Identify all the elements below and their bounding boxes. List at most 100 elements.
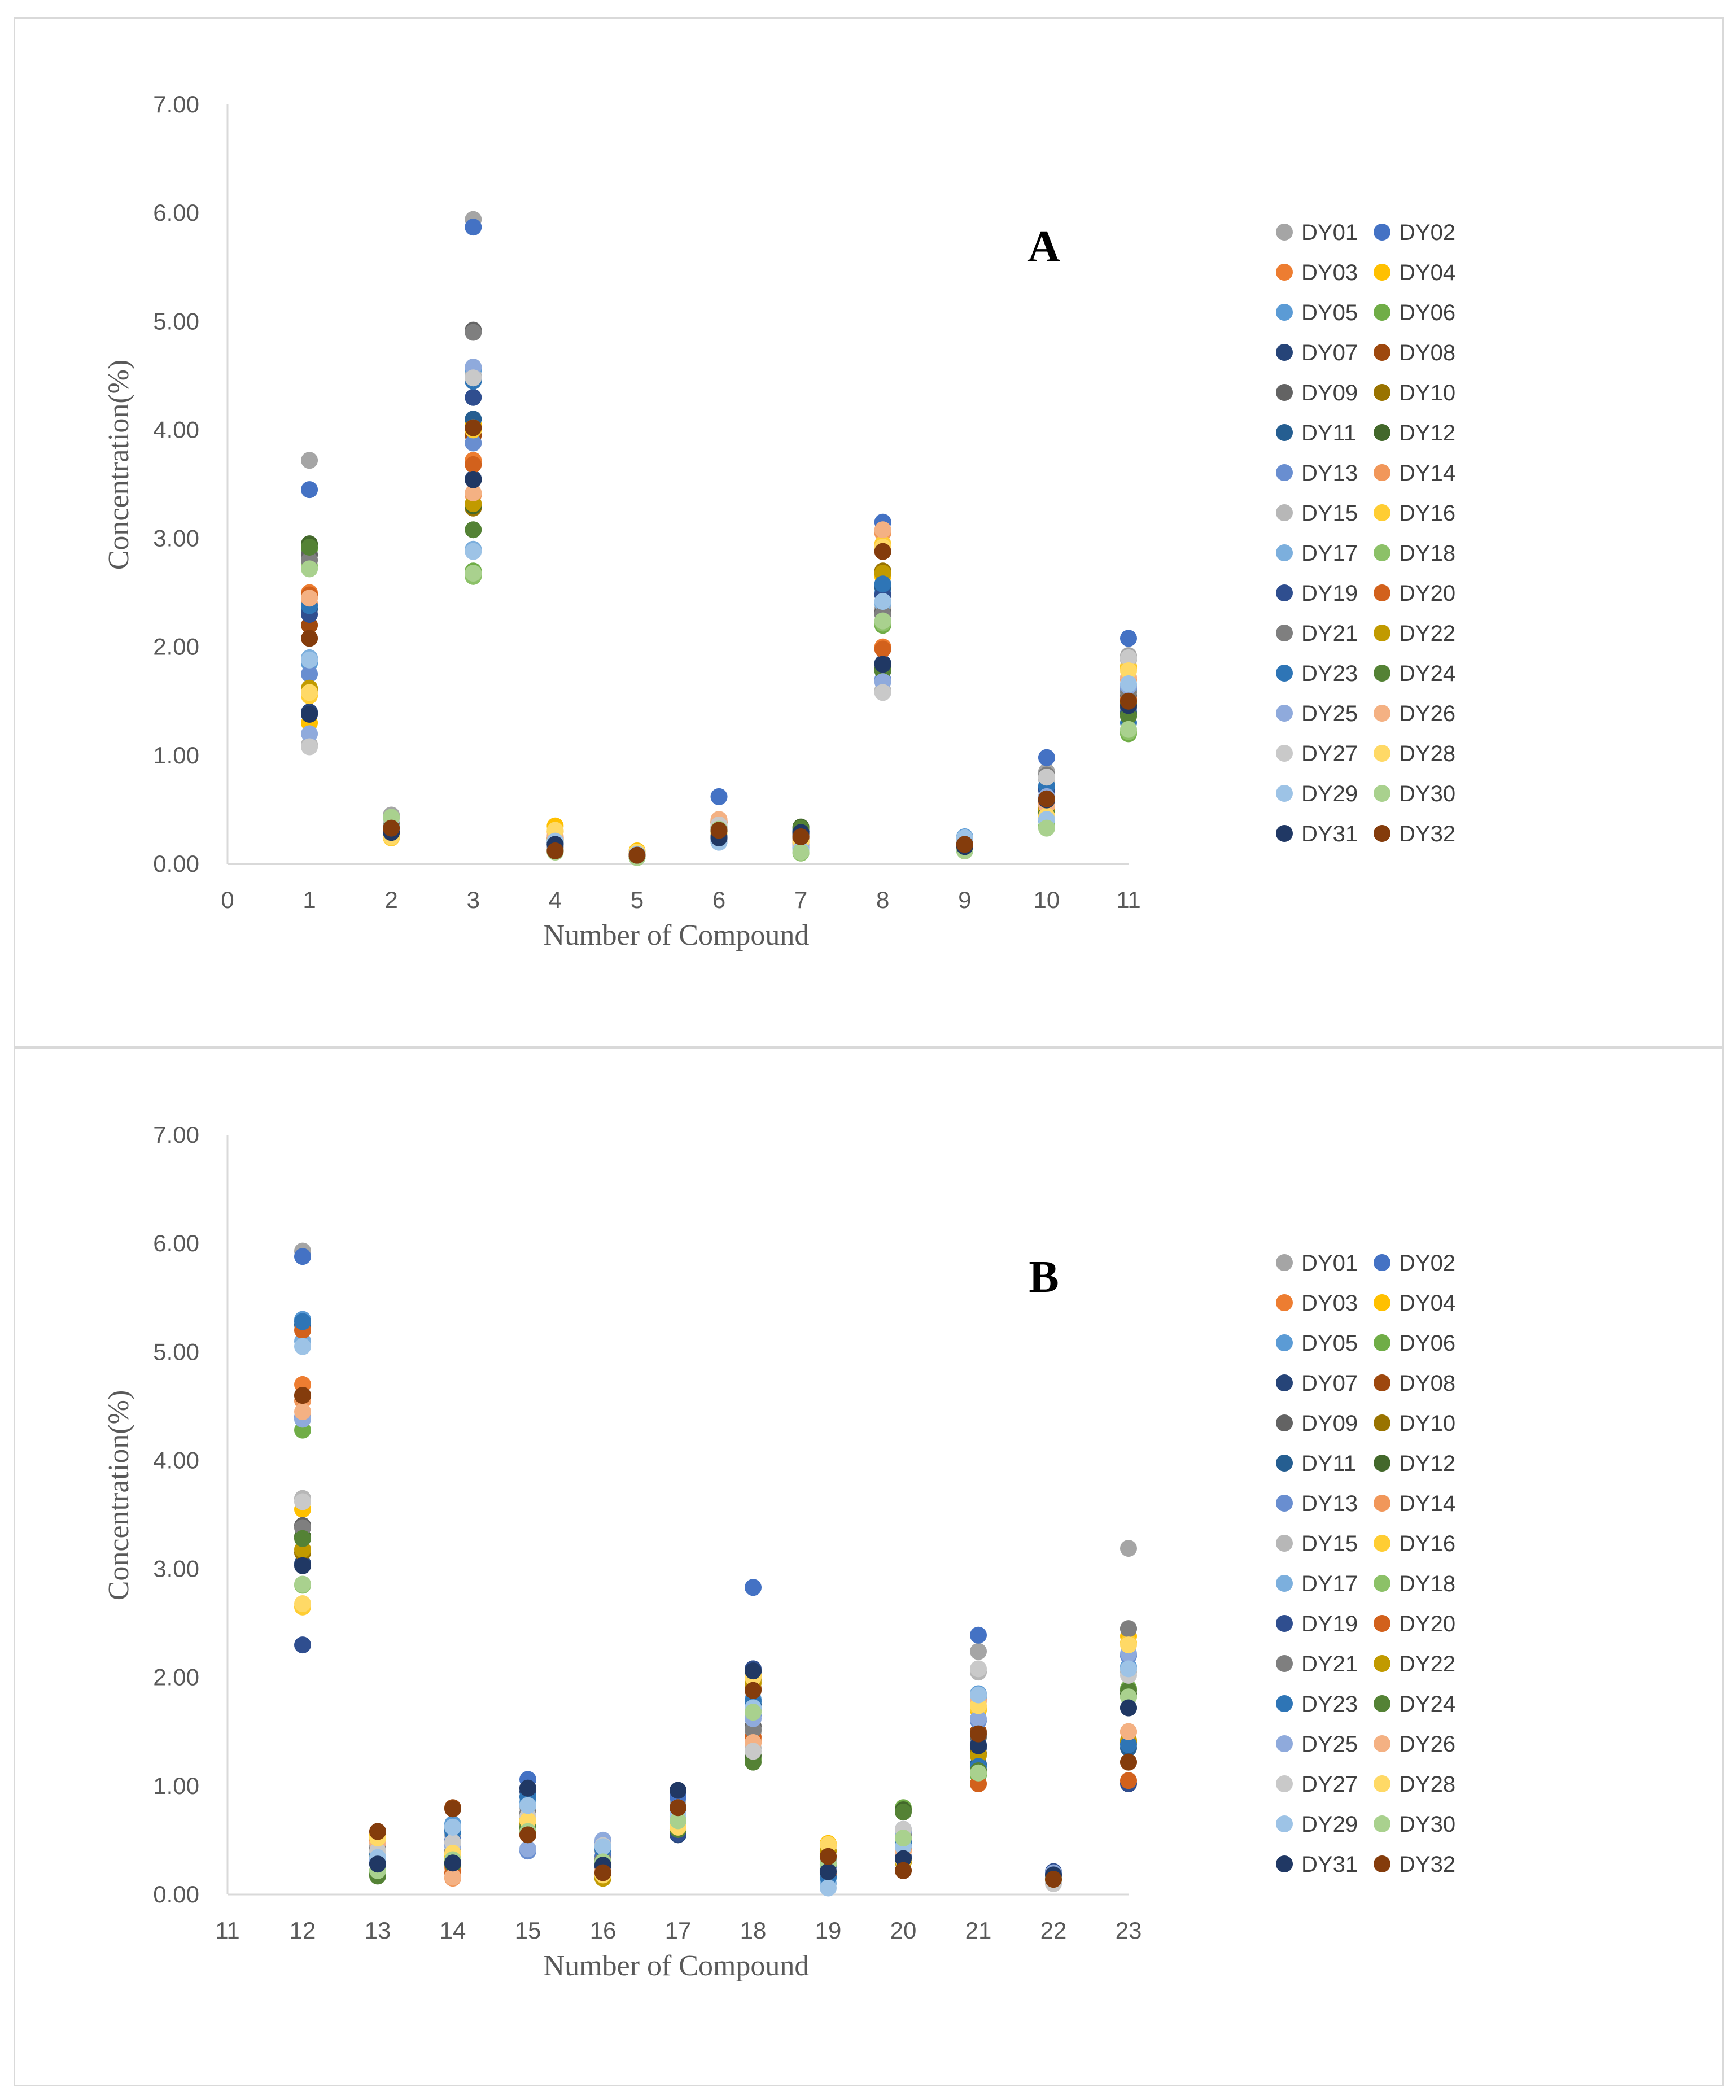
- data-point-dy26: [465, 484, 482, 501]
- legend-marker: [1276, 825, 1293, 842]
- legend-label: DY05: [1301, 1331, 1358, 1356]
- data-point-dy02: [1120, 630, 1137, 647]
- legend-label: DY17: [1301, 1571, 1358, 1596]
- data-point-dy32: [745, 1682, 762, 1699]
- legend-marker: [1276, 304, 1293, 321]
- legend-marker: [1374, 504, 1390, 521]
- y-tick-label: 7.00: [153, 1121, 199, 1148]
- legend-marker: [1276, 1815, 1293, 1832]
- legend-label: DY04: [1399, 260, 1455, 285]
- x-tick-label: 16: [590, 1917, 616, 1944]
- y-axis-title: Concentration(%): [103, 360, 135, 570]
- y-tick-label: 5.00: [153, 1338, 199, 1365]
- x-axis-title: Number of Compound: [544, 919, 810, 951]
- legend-marker: [1374, 1374, 1390, 1391]
- legend-label: DY15: [1301, 501, 1358, 526]
- data-point-dy24: [895, 1803, 912, 1820]
- data-point-dy27: [294, 1493, 311, 1510]
- y-tick-label: 2.00: [153, 634, 199, 660]
- y-tick-label: 1.00: [153, 742, 199, 769]
- data-point-dy31: [820, 1863, 837, 1880]
- x-tick-label: 1: [303, 887, 316, 913]
- legend-label: DY10: [1399, 1411, 1455, 1436]
- x-tick-label: 7: [794, 887, 807, 913]
- legend-marker: [1276, 1334, 1293, 1351]
- data-point-dy02: [465, 219, 482, 236]
- legend-marker: [1374, 304, 1390, 321]
- legend-marker: [1276, 584, 1293, 601]
- legend-marker: [1276, 705, 1293, 722]
- legend-label: DY18: [1399, 541, 1455, 566]
- data-point-dy28: [1120, 1636, 1137, 1654]
- y-tick-label: 0.00: [153, 1881, 199, 1907]
- legend-marker: [1374, 584, 1390, 601]
- data-point-dy30: [1120, 721, 1137, 738]
- legend-marker: [1374, 785, 1390, 802]
- legend-marker: [1276, 384, 1293, 401]
- legend-label: DY29: [1301, 782, 1358, 806]
- data-point-dy32: [710, 822, 728, 839]
- legend-marker: [1276, 1855, 1293, 1872]
- x-tick-label: 0: [221, 887, 234, 913]
- data-point-dy32: [294, 1387, 311, 1404]
- legend-marker: [1276, 625, 1293, 641]
- data-point-dy20: [465, 456, 482, 473]
- y-tick-label: 0.00: [153, 850, 199, 877]
- legend-marker: [1276, 504, 1293, 521]
- legend-label: DY28: [1399, 1772, 1455, 1797]
- x-tick-label: 20: [890, 1917, 917, 1944]
- data-point-dy32: [628, 846, 646, 864]
- data-point-dy23: [874, 575, 891, 593]
- legend-marker: [1374, 625, 1390, 641]
- data-point-dy26: [1120, 1723, 1137, 1740]
- legend-marker: [1276, 1414, 1293, 1431]
- scatter-chart-a: Concentration(%) Number of Compound A 0.…: [103, 91, 1455, 951]
- data-point-dy27: [301, 738, 318, 756]
- x-tick-label: 9: [958, 887, 971, 913]
- y-tick-label: 2.00: [153, 1664, 199, 1691]
- data-point-dy30: [745, 1704, 762, 1721]
- data-point-dy13: [465, 434, 482, 452]
- data-point-dy20: [1120, 1772, 1137, 1789]
- legend-label: DY18: [1399, 1571, 1455, 1596]
- legend-label: DY07: [1301, 1371, 1358, 1396]
- x-tick-label: 17: [665, 1917, 692, 1944]
- data-point-dy32: [1120, 1753, 1137, 1771]
- x-tick-label: 11: [1116, 887, 1141, 913]
- data-point-dy19: [294, 1636, 311, 1654]
- panel-letter: B: [1029, 1252, 1059, 1302]
- x-tick-label: 5: [631, 887, 644, 913]
- legend-label: DY26: [1399, 701, 1455, 726]
- data-point-dy32: [1045, 1871, 1062, 1888]
- legend-marker: [1276, 785, 1293, 802]
- data-point-dy25: [970, 1710, 987, 1727]
- legend-marker: [1276, 544, 1293, 561]
- legend-label: DY21: [1301, 621, 1358, 646]
- data-point-dy31: [874, 656, 891, 673]
- legend-marker: [1374, 1535, 1390, 1552]
- data-point-dy31: [970, 1737, 987, 1754]
- legend-label: DY07: [1301, 340, 1358, 365]
- legend-marker: [1374, 1414, 1390, 1431]
- legend-label: DY23: [1301, 661, 1358, 686]
- data-point-dy32: [1120, 692, 1137, 710]
- x-tick-label: 4: [549, 887, 562, 913]
- data-point-dy31: [670, 1782, 686, 1799]
- legend-label: DY12: [1399, 1451, 1455, 1476]
- y-tick-label: 6.00: [153, 1230, 199, 1256]
- data-point-dy31: [444, 1854, 461, 1872]
- legend-label: DY11: [1301, 421, 1356, 446]
- y-tick-label: 4.00: [153, 1447, 199, 1473]
- legend-label: DY02: [1399, 220, 1455, 245]
- legend-label: DY05: [1301, 300, 1358, 325]
- legend-marker: [1276, 745, 1293, 762]
- legend-marker: [1276, 1655, 1293, 1672]
- data-point-dy31: [519, 1779, 536, 1797]
- data-point-dy28: [294, 1595, 311, 1613]
- legend-marker: [1276, 424, 1293, 441]
- legend-label: DY31: [1301, 822, 1358, 846]
- data-point-dy31: [294, 1557, 311, 1574]
- legend-marker: [1374, 1855, 1390, 1872]
- legend-label: DY03: [1301, 260, 1358, 285]
- data-point-dy24: [465, 521, 482, 539]
